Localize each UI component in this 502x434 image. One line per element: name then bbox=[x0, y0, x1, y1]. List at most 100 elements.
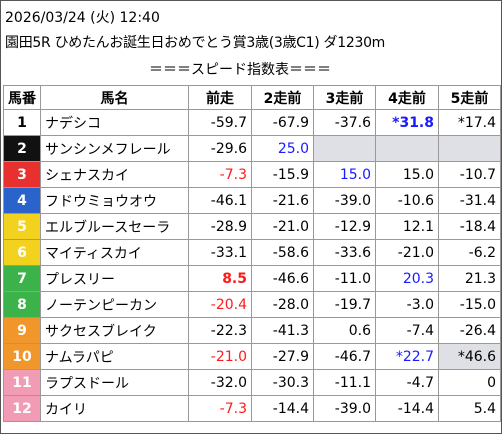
speed-index: -21.6 bbox=[251, 187, 314, 214]
datetime: 2026/03/24 (火) 12:40 bbox=[5, 10, 160, 26]
horse-number: 7 bbox=[3, 265, 41, 292]
horse-row: 6 マイティスカイ -33.1 -58.6 -33.6 -21.0 -6.2 bbox=[3, 239, 501, 266]
horse-row: 3 シェナスカイ -7.3 -15.9 15.0 15.0 -10.7 bbox=[3, 161, 501, 188]
horse-number: 1 bbox=[3, 109, 41, 136]
speed-index: 21.3 bbox=[438, 265, 501, 292]
speed-index: -28.9 bbox=[188, 213, 252, 240]
speed-index: -33.1 bbox=[188, 239, 252, 266]
horse-name: ナデシコ bbox=[40, 109, 189, 136]
speed-index: -59.7 bbox=[188, 109, 252, 136]
speed-index: 12.1 bbox=[375, 213, 439, 240]
speed-index: -39.0 bbox=[313, 187, 376, 214]
speed-index: 15.0 bbox=[375, 161, 439, 188]
speed-index bbox=[438, 135, 501, 162]
speed-index: -20.4 bbox=[188, 291, 252, 318]
speed-index bbox=[313, 135, 376, 162]
speed-index: *22.7 bbox=[375, 343, 439, 370]
horse-row: 10 ナムラパピ -21.0 -27.9 -46.7 *22.7 *46.6 bbox=[3, 343, 501, 370]
speed-index: -11.1 bbox=[313, 369, 376, 396]
speed-index: -26.4 bbox=[438, 317, 501, 344]
horse-name: エルブルースセーラ bbox=[40, 213, 189, 240]
speed-index: -18.4 bbox=[438, 213, 501, 240]
horse-name: マイティスカイ bbox=[40, 239, 189, 266]
horse-row: 5 エルブルースセーラ -28.9 -21.0 -12.9 12.1 -18.4 bbox=[3, 213, 501, 240]
speed-index: 20.3 bbox=[375, 265, 439, 292]
horse-number: 8 bbox=[3, 291, 41, 318]
speed-index: -14.4 bbox=[251, 395, 314, 422]
speed-index: -29.6 bbox=[188, 135, 252, 162]
speed-index: -14.4 bbox=[375, 395, 439, 422]
header-row: 馬番 馬名 前走 2走前 3走前 4走前 5走前 bbox=[3, 85, 501, 110]
horse-number: 12 bbox=[3, 395, 41, 422]
table-title: ＝＝＝スピード指数表＝＝＝ bbox=[149, 62, 331, 78]
speed-index: -30.3 bbox=[251, 369, 314, 396]
speed-index: 8.5 bbox=[188, 265, 252, 292]
speed-index: -7.4 bbox=[375, 317, 439, 344]
horse-row: 2 サンシンメフレール -29.6 25.0 bbox=[3, 135, 501, 162]
speed-index: -46.1 bbox=[188, 187, 252, 214]
horse-number: 5 bbox=[3, 213, 41, 240]
horse-number: 6 bbox=[3, 239, 41, 266]
column-header: 2走前 bbox=[251, 85, 314, 110]
horse-number: 2 bbox=[3, 135, 41, 162]
speed-index: -10.7 bbox=[438, 161, 501, 188]
horse-name: ナムラパピ bbox=[40, 343, 189, 370]
speed-index: -39.0 bbox=[313, 395, 376, 422]
speed-index: *46.6 bbox=[438, 343, 501, 370]
column-header: 4走前 bbox=[375, 85, 439, 110]
speed-index: -15.0 bbox=[438, 291, 501, 318]
speed-index: -58.6 bbox=[251, 239, 314, 266]
horse-row: 12 カイリ -7.3 -14.4 -39.0 -14.4 5.4 bbox=[3, 395, 501, 422]
speed-index: *17.4 bbox=[438, 109, 501, 136]
horse-name: ノーテンピーカン bbox=[40, 291, 189, 318]
speed-index: -33.6 bbox=[313, 239, 376, 266]
speed-index: -37.6 bbox=[313, 109, 376, 136]
speed-index: -12.9 bbox=[313, 213, 376, 240]
column-header: 5走前 bbox=[438, 85, 501, 110]
horse-name: プレスリー bbox=[40, 265, 189, 292]
speed-index: -3.0 bbox=[375, 291, 439, 318]
horse-name: フドウミョウオウ bbox=[40, 187, 189, 214]
horse-number: 10 bbox=[3, 343, 41, 370]
horse-number: 3 bbox=[3, 161, 41, 188]
column-header: 馬名 bbox=[40, 85, 189, 110]
speed-index: -7.3 bbox=[188, 395, 252, 422]
horse-row: 9 サクセスブレイク -22.3 -41.3 0.6 -7.4 -26.4 bbox=[3, 317, 501, 344]
speed-index: -7.3 bbox=[188, 161, 252, 188]
speed-index: -46.6 bbox=[251, 265, 314, 292]
speed-index: -31.4 bbox=[438, 187, 501, 214]
horse-number: 9 bbox=[3, 317, 41, 344]
column-header: 3走前 bbox=[313, 85, 376, 110]
speed-index: 5.4 bbox=[438, 395, 501, 422]
speed-index: 15.0 bbox=[313, 161, 376, 188]
horse-name: カイリ bbox=[40, 395, 189, 422]
speed-index: -15.9 bbox=[251, 161, 314, 188]
speed-index: -19.7 bbox=[313, 291, 376, 318]
horse-number: 4 bbox=[3, 187, 41, 214]
speed-index: 0.6 bbox=[313, 317, 376, 344]
horse-name: ラプスドール bbox=[40, 369, 189, 396]
speed-index: -21.0 bbox=[251, 213, 314, 240]
horse-row: 11 ラプスドール -32.0 -30.3 -11.1 -4.7 0 bbox=[3, 369, 501, 396]
column-header: 馬番 bbox=[3, 85, 41, 110]
horse-row: 4 フドウミョウオウ -46.1 -21.6 -39.0 -10.6 -31.4 bbox=[3, 187, 501, 214]
speed-index bbox=[375, 135, 439, 162]
horse-number: 11 bbox=[3, 369, 41, 396]
speed-index: *31.8 bbox=[375, 109, 439, 136]
column-header: 前走 bbox=[188, 85, 252, 110]
speed-index: -10.6 bbox=[375, 187, 439, 214]
speed-index: -21.0 bbox=[375, 239, 439, 266]
horse-row: 8 ノーテンピーカン -20.4 -28.0 -19.7 -3.0 -15.0 bbox=[3, 291, 501, 318]
speed-index: -32.0 bbox=[188, 369, 252, 396]
horse-row: 7 プレスリー 8.5 -46.6 -11.0 20.3 21.3 bbox=[3, 265, 501, 292]
speed-index: -27.9 bbox=[251, 343, 314, 370]
speed-index: -28.0 bbox=[251, 291, 314, 318]
horse-name: サクセスブレイク bbox=[40, 317, 189, 344]
speed-index: -67.9 bbox=[251, 109, 314, 136]
speed-index: -21.0 bbox=[188, 343, 252, 370]
speed-index: -4.7 bbox=[375, 369, 439, 396]
horse-name: シェナスカイ bbox=[40, 161, 189, 188]
speed-index: 25.0 bbox=[251, 135, 314, 162]
